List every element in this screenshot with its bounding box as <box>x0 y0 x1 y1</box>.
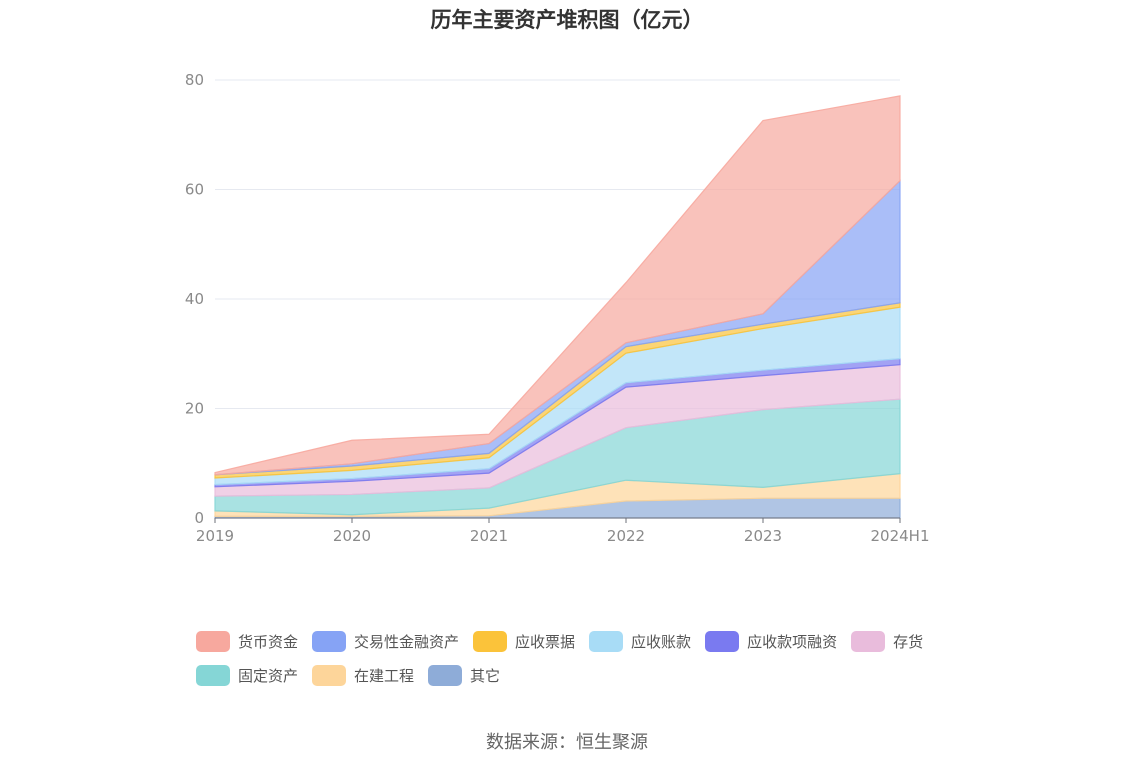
legend-label: 固定资产 <box>238 666 299 685</box>
legend-label: 交易性金融资产 <box>354 632 460 651</box>
legend-label: 其它 <box>470 666 501 685</box>
legend-swatch <box>312 664 347 686</box>
y-tick-label: 60 <box>185 181 204 199</box>
legend-swatch <box>589 630 624 652</box>
legend-item-其它[interactable]: 其它 <box>428 664 500 686</box>
y-tick-label: 40 <box>185 290 204 308</box>
legend-item-交易性金融资产[interactable]: 交易性金融资产 <box>312 630 459 652</box>
chart-title: 历年主要资产堆积图（亿元） <box>430 8 704 32</box>
y-tick-label: 0 <box>194 509 204 527</box>
y-tick-label: 80 <box>185 71 204 89</box>
legend-item-存货[interactable]: 存货 <box>851 630 923 652</box>
area-series <box>214 95 901 519</box>
data-source: 数据来源：恒生聚源 <box>486 732 648 753</box>
x-tick-label: 2023 <box>744 527 782 545</box>
legend-label: 存货 <box>893 632 924 651</box>
legend-swatch <box>851 630 886 652</box>
legend-item-应收款项融资[interactable]: 应收款项融资 <box>705 630 837 652</box>
legend: 货币资金 交易性金融资产 应收票据 应收账款 应收款项融资 存货固定资产 在建工程 其它 <box>196 630 956 686</box>
x-tick-label: 2022 <box>607 527 645 545</box>
x-tick-label: 2021 <box>470 527 508 545</box>
legend-label: 应收账款 <box>631 632 692 651</box>
legend-swatch <box>705 630 740 652</box>
legend-swatch <box>428 664 463 686</box>
area-货币资金[interactable] <box>214 95 901 476</box>
legend-item-应收票据[interactable]: 应收票据 <box>473 630 575 652</box>
legend-label: 应收款项融资 <box>747 632 838 651</box>
legend-swatch <box>473 630 508 652</box>
legend-item-货币资金[interactable]: 货币资金 <box>196 630 298 652</box>
legend-item-在建工程[interactable]: 在建工程 <box>312 664 414 686</box>
y-tick-label: 20 <box>185 400 204 418</box>
x-tick-label: 2020 <box>333 527 371 545</box>
legend-label: 货币资金 <box>238 632 299 651</box>
legend-swatch <box>196 630 230 652</box>
legend-label: 应收票据 <box>515 632 576 651</box>
axes: 0 20 40 60 80 2019 2020 2021 2022 2023 2024H1 <box>185 71 930 545</box>
legend-swatch <box>196 664 230 686</box>
x-tick-label: 2024H1 <box>871 527 930 545</box>
legend-label: 在建工程 <box>354 666 415 685</box>
legend-swatch <box>312 630 347 652</box>
legend-item-应收账款[interactable]: 应收账款 <box>589 630 691 652</box>
x-tick-label: 2019 <box>196 527 234 545</box>
legend-item-固定资产[interactable]: 固定资产 <box>196 664 298 686</box>
